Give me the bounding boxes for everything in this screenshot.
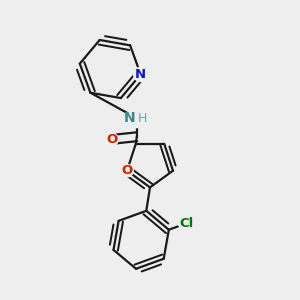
Circle shape	[105, 133, 118, 146]
Text: N: N	[124, 111, 135, 125]
Text: Cl: Cl	[180, 217, 194, 230]
Text: H: H	[138, 112, 148, 125]
Circle shape	[178, 215, 195, 231]
Text: O: O	[106, 133, 117, 146]
Text: O: O	[122, 164, 133, 177]
Circle shape	[121, 164, 133, 177]
Text: N: N	[135, 68, 146, 81]
Circle shape	[134, 67, 148, 82]
Circle shape	[127, 109, 146, 128]
